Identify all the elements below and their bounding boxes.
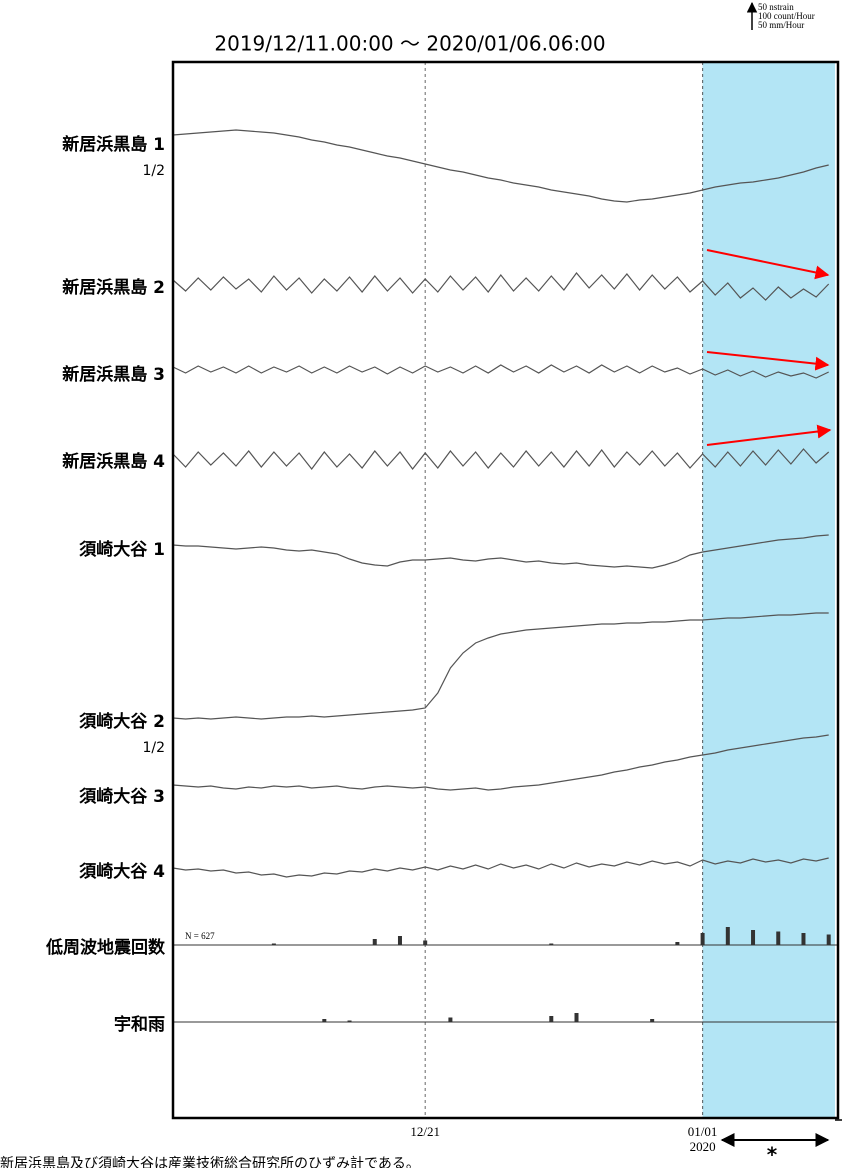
bar [347,1020,352,1022]
bar [675,942,680,945]
bar [372,939,377,945]
bar [700,933,705,945]
red-arrow [706,249,830,280]
series-label: 須崎大谷 4 [79,861,165,882]
series-label: 低周波地震回数 [45,937,166,958]
x-tick-label: 12/21 [410,1124,440,1139]
scale-label: 50 mm/Hour [758,20,804,30]
asterisk: * [767,1143,778,1167]
bar [322,1019,327,1022]
series-label: 新居浜黒島 1 [62,134,165,155]
highlight [702,62,835,1118]
series-label: 新居浜黒島 4 [62,451,165,472]
red-arrow [706,351,830,371]
scale-factor: 1/2 [142,163,165,179]
bar [448,1017,453,1022]
scale-factor: 1/2 [142,740,165,756]
series-label: 須崎大谷 2 [79,711,165,732]
trace [172,734,829,791]
frame [171,60,840,1120]
trace [172,364,829,379]
series-label: 須崎大谷 3 [79,786,165,807]
bar [549,1016,554,1022]
bar [801,933,806,945]
bar [574,1013,579,1022]
trace [172,534,829,569]
bar [271,943,276,945]
footnote: 新居浜黒島及び須崎大谷は産業技術総合研究所のひずみ計である。 [0,1156,420,1168]
bar [423,940,428,945]
year-label: 2020 [690,1139,716,1154]
bar [725,927,730,945]
trace [172,129,829,203]
series-label: 宇和雨 [114,1014,165,1035]
bar [650,1019,655,1022]
series-label: 新居浜黒島 3 [62,364,165,385]
series-label: 新居浜黒島 2 [62,277,165,298]
bar [826,934,831,945]
series-label: 須崎大谷 1 [79,539,165,560]
red-arrow [706,424,832,446]
bar [397,936,402,945]
trace [172,272,830,301]
scale-label: 50 nstrain [758,2,794,12]
trace [172,857,829,878]
annotation-arrows [706,249,842,1147]
bar [549,943,554,945]
bar [751,930,756,945]
bar [776,931,781,945]
scale-label: 100 count/Hour [758,11,815,21]
chart-title: 2019/12/11.00:00 ～ 2020/01/06.06:00 [214,32,605,56]
x-tick-label: 01/01 [688,1124,718,1139]
trace [172,612,829,720]
trace [172,448,830,470]
annotation: N = 627 [185,931,215,941]
